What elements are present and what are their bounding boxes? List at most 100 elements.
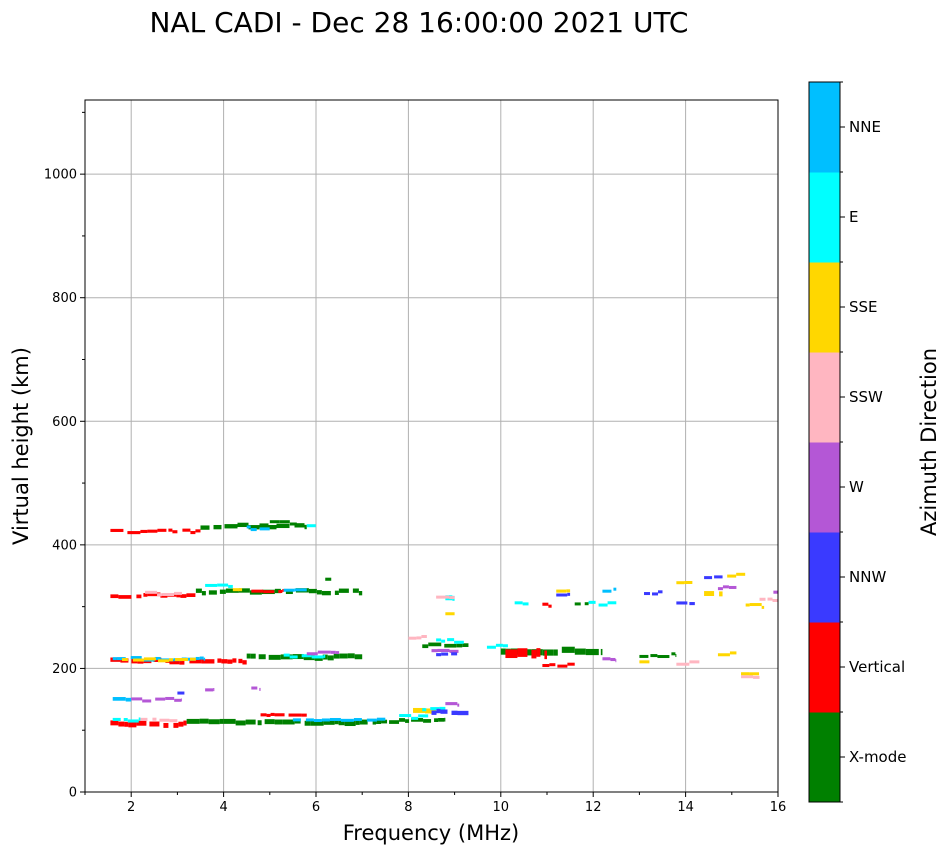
trace-segment (294, 588, 307, 592)
trace-x-mode-46 (325, 577, 332, 581)
trace-segment (736, 572, 746, 576)
trace-segment (411, 716, 419, 720)
trace-segment (585, 648, 599, 656)
trace-ssw-65 (759, 597, 778, 603)
trace-segment (145, 590, 158, 594)
trace-segment (232, 658, 237, 663)
trace-segment (334, 719, 339, 725)
trace-x-mode-31 (639, 652, 677, 659)
y-tick-label-0: 0 (69, 786, 77, 801)
y-tick-label-5: 1000 (44, 168, 77, 183)
trace-segment (505, 649, 518, 659)
trace-segment (542, 649, 554, 656)
trace-segment (131, 697, 143, 701)
x-tick-label-1: 4 (219, 800, 227, 815)
trace-segment (430, 707, 440, 711)
trace-segment (366, 718, 377, 722)
trace-segment (502, 644, 508, 648)
trace-segment (136, 720, 147, 726)
trace-segment (438, 718, 445, 722)
x-tick-label-7: 16 (770, 800, 787, 815)
colorbar-label-w: W (849, 478, 864, 496)
trace-segment (517, 648, 528, 657)
colorbar-label: Azimuth Direction (917, 348, 941, 536)
trace-segment (259, 687, 261, 691)
trace-segment (208, 719, 220, 725)
x-tick-label-0: 2 (127, 800, 135, 815)
trace-segment (174, 591, 183, 595)
trace-nne-12 (112, 697, 132, 702)
trace-segment (306, 652, 318, 656)
colorbar-label-vertical: Vertical (849, 658, 905, 676)
trace-segment (301, 654, 312, 658)
trace-segment (376, 720, 382, 724)
trace-w-13 (131, 696, 183, 703)
trace-segment (333, 653, 340, 659)
trace-segment (235, 720, 246, 726)
trace-segment (650, 654, 658, 658)
trace-x-mode-23 (422, 642, 469, 649)
trace-segment (714, 575, 723, 579)
trace-segment (704, 591, 715, 597)
trace-segment (159, 718, 170, 722)
trace-segment (259, 523, 269, 528)
trace-segment (689, 660, 700, 664)
trace-segment (557, 664, 568, 668)
trace-segment (195, 529, 201, 533)
trace-w-16 (251, 686, 261, 691)
trace-sse-48 (445, 612, 455, 616)
trace-nne-56 (602, 587, 617, 593)
trace-segment (138, 717, 141, 721)
trace-segment (436, 653, 442, 657)
data-points (110, 520, 778, 728)
trace-segment (219, 718, 224, 724)
trace-segment (445, 702, 458, 706)
trace-e-26 (436, 638, 464, 644)
trace-segment (353, 718, 362, 722)
trace-segment (359, 719, 368, 725)
plot-frame (84, 99, 779, 793)
trace-segment (124, 721, 129, 727)
x-tick-label-2: 6 (312, 800, 320, 815)
trace-segment (217, 658, 222, 663)
trace-segment (335, 651, 340, 655)
trace-segment (250, 528, 257, 532)
trace-segment (602, 589, 612, 593)
trace-segment (205, 583, 218, 587)
trace-segment (719, 591, 723, 597)
trace-segment (567, 592, 571, 596)
trace-segment (205, 688, 214, 692)
trace-segment (169, 719, 178, 723)
trace-segment (142, 699, 152, 703)
trace-segment (602, 657, 611, 661)
trace-segment (269, 520, 280, 524)
trace-segment (201, 659, 215, 664)
trace-segment (110, 594, 119, 599)
trace-segment (657, 655, 670, 659)
trace-e-9 (422, 706, 446, 712)
trace-segment (130, 656, 142, 660)
trace-segment (246, 653, 251, 659)
trace-segment (203, 657, 206, 661)
trace-segment (542, 664, 550, 668)
trace-segment (225, 588, 239, 593)
trace-segment (399, 714, 412, 718)
trace-segment (112, 717, 121, 721)
trace-segment (658, 590, 663, 594)
trace-segment (165, 696, 175, 700)
trace-segment (213, 688, 215, 692)
trace-segment (436, 708, 441, 714)
y-tick-label-3: 600 (52, 415, 77, 430)
trace-segment (283, 588, 295, 592)
trace-segment (195, 588, 202, 593)
trace-segment (310, 720, 324, 726)
trace-segment (439, 706, 446, 710)
trace-segment (676, 601, 688, 605)
trace-segment (728, 585, 737, 589)
trace-segment (500, 648, 506, 655)
trace-segment (317, 650, 331, 654)
trace-segment (676, 581, 685, 585)
trace-e-6 (399, 714, 429, 720)
trace-segment (447, 638, 455, 642)
trace-segment (549, 663, 556, 667)
